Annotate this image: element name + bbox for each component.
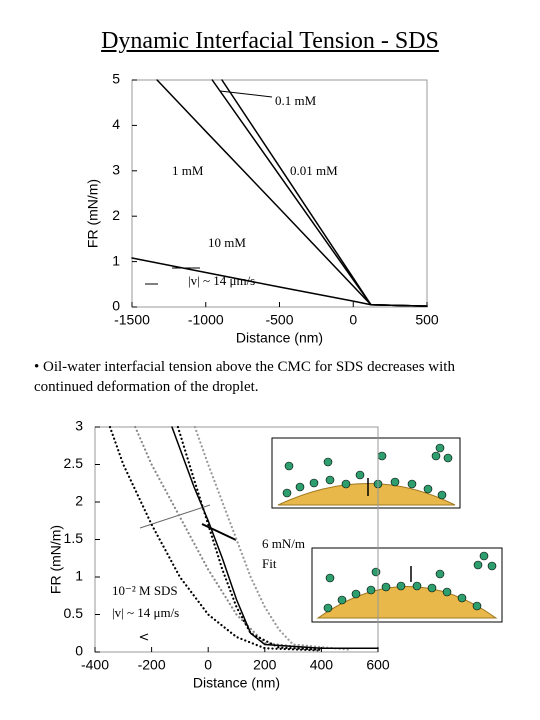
- x-tick-label: -400: [81, 657, 109, 673]
- annotation: |v| ~ 14 μm/s: [112, 605, 179, 620]
- series-label: 0.1 mM: [275, 93, 317, 108]
- series-line: [171, 426, 379, 649]
- series-label: 1 mM: [172, 163, 204, 178]
- y-axis-label: FR (mN/m): [85, 179, 101, 248]
- annotation: 6 mN/m: [262, 536, 305, 551]
- x-tick-label: 400: [310, 657, 334, 673]
- droplet-diagram: [271, 437, 461, 509]
- annotation: Fit: [262, 556, 277, 571]
- x-axis-label: Distance (nm): [236, 330, 323, 346]
- x-axis-label: Distance (nm): [193, 675, 280, 691]
- plot-frame: [131, 79, 428, 308]
- y-tick-label: 2: [112, 207, 120, 223]
- slide-title: Dynamic Interfacial Tension - SDS: [101, 28, 439, 54]
- annotation: |v| ~ 14 μm/s: [188, 273, 255, 288]
- y-tick-label: 0: [75, 643, 83, 659]
- x-tick-label: 200: [253, 657, 277, 673]
- y-tick-label: 0.5: [64, 605, 84, 621]
- bullet-text: • Oil-water interfacial tension above th…: [34, 359, 455, 395]
- x-tick-label: 600: [366, 657, 390, 673]
- droplet-diagram: [311, 547, 503, 623]
- series-label: 0.01 mM: [290, 163, 338, 178]
- y-tick-label: 1: [75, 568, 83, 584]
- series-label: 10 mM: [208, 235, 246, 250]
- series-line: [108, 425, 323, 652]
- arrows: [139, 90, 273, 641]
- y-tick-label: 0: [112, 298, 120, 314]
- series-line: [131, 257, 428, 307]
- x-tick-label: 0: [204, 657, 212, 673]
- series-line: [193, 425, 351, 651]
- y-tick-label: 3: [112, 162, 120, 178]
- x-tick-label: -1500: [114, 312, 150, 328]
- x-tick-label: 0: [349, 312, 357, 328]
- series-line: [221, 79, 428, 307]
- x-tick-label: -500: [265, 312, 293, 328]
- y-tick-label: 5: [112, 71, 120, 87]
- y-tick-label: 4: [112, 116, 120, 132]
- y-tick-label: 3: [75, 418, 83, 434]
- x-tick-label: 500: [415, 312, 439, 328]
- y-tick-label: 2: [75, 493, 83, 509]
- y-axis-label: FR (mN/m): [48, 525, 64, 594]
- y-tick-label: 1: [112, 252, 120, 268]
- x-tick-label: -1000: [188, 312, 224, 328]
- y-tick-label: 2.5: [64, 455, 84, 471]
- x-tick-label: -200: [138, 657, 166, 673]
- series-line: [134, 425, 323, 651]
- y-tick-label: 1.5: [64, 530, 84, 546]
- annotation: 10⁻² M SDS: [112, 583, 178, 598]
